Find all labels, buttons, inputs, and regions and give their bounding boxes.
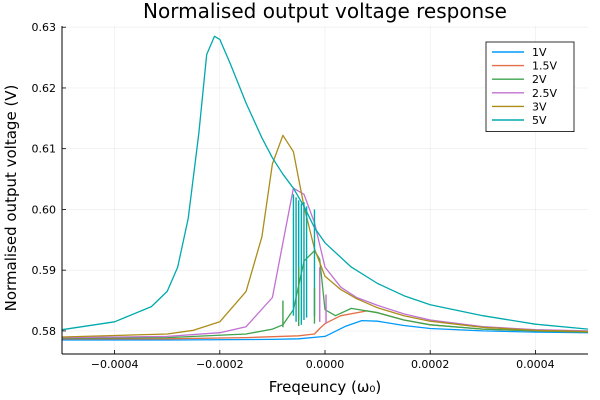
legend-label: 1.5V (532, 60, 557, 73)
x-tick-label: 0.0002 (411, 358, 450, 371)
y-tick-labels: 0.58 0.59 0.60 0.61 0.62 0.63 (32, 21, 57, 338)
y-tick-label: 0.61 (32, 143, 57, 156)
legend-label: 1V (532, 46, 547, 59)
x-tick-label: 0.0000 (306, 358, 345, 371)
series-line-5v (61, 35, 589, 331)
legend-label: 2.5V (532, 87, 557, 100)
x-tick-label: −0.0002 (196, 358, 244, 371)
legend-label: 5V (532, 114, 547, 127)
series-line-2-5v (61, 187, 589, 339)
y-tick-label: 0.60 (32, 203, 57, 216)
series-line-2v (61, 250, 589, 339)
y-tick-label: 0.58 (32, 325, 57, 338)
x-axis-label: Freqeuncy (ω₀) (269, 378, 382, 396)
chart-title: Normalised output voltage response (143, 0, 507, 23)
x-tick-label: 0.0004 (516, 358, 555, 371)
series-line-1v (62, 319, 589, 341)
series-group (61, 35, 589, 341)
spikes-group (282, 194, 327, 328)
x-tick-label: −0.0004 (91, 358, 139, 371)
series-line-3v (61, 134, 589, 338)
x-tick-labels: −0.0004 −0.0002 0.0000 0.0002 0.0004 (91, 358, 555, 371)
legend-label: 3V (532, 100, 547, 113)
y-tick-label: 0.62 (32, 82, 57, 95)
legend-label: 2V (532, 73, 547, 86)
axes (61, 26, 588, 355)
legend-box (485, 41, 575, 132)
y-tick-label: 0.63 (32, 21, 57, 34)
y-tick-label: 0.59 (32, 264, 57, 277)
y-axis-label: Normalised output voltage (V) (2, 85, 20, 312)
